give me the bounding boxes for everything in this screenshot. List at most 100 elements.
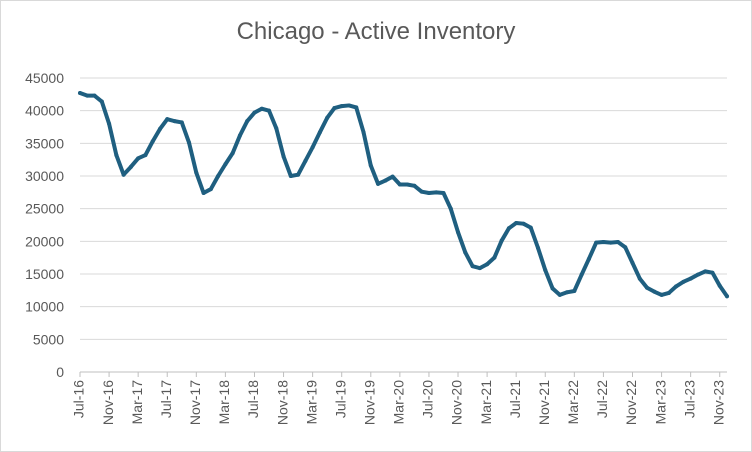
data-point [397, 182, 402, 187]
data-point [165, 117, 170, 122]
x-tick-label: Nov-21 [536, 380, 552, 425]
data-point [528, 225, 533, 230]
x-tick-label: Jul-17 [158, 380, 174, 418]
data-point [681, 279, 686, 284]
data-point [303, 158, 308, 163]
data-point [514, 221, 519, 226]
data-point [332, 106, 337, 111]
series-line [78, 91, 729, 299]
data-point [623, 245, 628, 250]
data-point [368, 163, 373, 168]
data-point [201, 190, 206, 195]
data-point [601, 239, 606, 244]
data-point [579, 272, 584, 277]
data-point [725, 294, 729, 299]
data-point [281, 154, 286, 159]
y-tick-labels: 0 5000 10000 15000 20000 25000 30000 35000 40000… [25, 70, 64, 380]
data-point [412, 183, 417, 188]
x-tick-label: Jul-23 [681, 380, 697, 418]
data-point [630, 260, 635, 265]
data-point [187, 140, 192, 145]
data-point [310, 145, 315, 150]
x-tick-label: Nov-22 [623, 380, 639, 425]
data-point [237, 133, 242, 138]
data-point [346, 103, 351, 108]
data-point [288, 174, 293, 178]
x-tick-label: Jul-19 [332, 380, 348, 418]
data-point [78, 91, 82, 96]
x-tick-label: Mar-23 [652, 380, 668, 425]
data-point [325, 115, 330, 120]
y-tick-label: 5000 [33, 331, 64, 347]
data-point [179, 120, 184, 125]
data-point [85, 93, 90, 98]
x-tick-label: Nov-20 [449, 380, 465, 425]
x-tick-label: Mar-18 [216, 380, 232, 425]
data-point [136, 156, 141, 161]
data-point [703, 269, 708, 274]
data-point [376, 181, 381, 186]
y-tick-label: 25000 [25, 201, 64, 217]
data-point [477, 266, 482, 271]
series-layer [78, 91, 729, 299]
data-point [637, 276, 642, 281]
data-point [565, 290, 570, 295]
data-point [354, 105, 359, 110]
data-point [543, 268, 548, 273]
data-point [259, 106, 264, 111]
x-tick-label: Nov-19 [361, 380, 377, 425]
data-point [419, 189, 424, 194]
x-tick-label: Mar-19 [303, 380, 319, 425]
data-point [383, 178, 388, 183]
data-point [506, 226, 511, 231]
x-tick-label: Mar-17 [129, 380, 145, 425]
data-point [463, 250, 468, 255]
x-tick-label: Jul-18 [245, 380, 261, 418]
x-tick-label: Mar-22 [565, 380, 581, 425]
data-point [296, 172, 301, 177]
y-tick-label: 30000 [25, 168, 64, 184]
data-point [92, 93, 97, 98]
data-point [230, 151, 235, 156]
data-point [717, 283, 722, 288]
data-point [470, 264, 475, 269]
y-tick-label: 40000 [25, 103, 64, 119]
data-point [216, 174, 221, 178]
data-point [339, 104, 344, 109]
data-point [499, 238, 504, 243]
data-point [652, 289, 657, 294]
x-tick-label: Nov-23 [710, 380, 726, 425]
data-point [390, 174, 395, 179]
gridlines [80, 77, 727, 340]
data-point [557, 292, 562, 297]
data-point [121, 172, 126, 177]
data-point [208, 187, 213, 192]
data-point [143, 153, 148, 158]
data-point [267, 108, 272, 113]
x-tick-label: Jul-22 [594, 380, 610, 418]
data-point [456, 230, 461, 235]
y-tick-label: 35000 [25, 135, 64, 151]
data-point [150, 139, 155, 144]
data-point [485, 262, 490, 267]
x-tick-label: Jul-20 [420, 380, 436, 418]
data-point [645, 285, 650, 290]
y-tick-label: 10000 [25, 299, 64, 315]
data-point [434, 190, 439, 195]
x-tick-labels: Jul-16 Nov-16 Mar-17 Jul-17 Nov-17 Mar-18 Jul-… [71, 380, 727, 425]
data-point [666, 290, 671, 295]
data-point [521, 221, 526, 226]
x-tick-label: Nov-16 [100, 380, 116, 425]
x-tick-label: Mar-21 [478, 380, 494, 425]
data-point [550, 286, 555, 291]
x-tick-label: Jul-21 [507, 380, 523, 418]
data-point [695, 272, 700, 277]
y-tick-label: 45000 [25, 70, 64, 86]
data-point [710, 270, 715, 275]
data-point [194, 170, 199, 175]
data-point [426, 190, 431, 195]
chart-title: Chicago - Active Inventory [236, 18, 516, 45]
data-point [608, 240, 613, 245]
